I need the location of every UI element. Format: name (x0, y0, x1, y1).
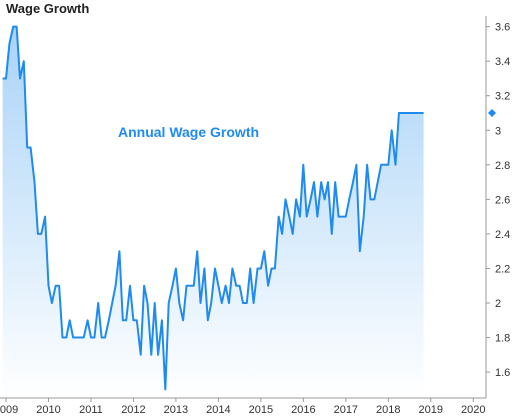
x-tick-label: 2014 (206, 404, 230, 416)
series-annotation: Annual Wage Growth (118, 124, 259, 140)
x-tick-label: 2012 (121, 404, 145, 416)
y-tick-label: 1.8 (495, 333, 510, 345)
series-line (2, 25, 424, 391)
latest-value-marker (488, 109, 496, 117)
x-tick-label: 2017 (334, 404, 358, 416)
y-tick-label: 1.6 (495, 367, 510, 379)
y-tick-label: 2.8 (495, 160, 510, 172)
y-tick-label: 3.4 (495, 56, 510, 68)
chart-title: Wage Growth (6, 1, 90, 16)
x-tick-label: 2013 (164, 404, 188, 416)
x-tick-label: 2018 (376, 404, 400, 416)
y-tick-label: 3.6 (495, 22, 510, 34)
y-tick-label: 3 (495, 125, 501, 137)
x-tick-label: 2010 (36, 404, 60, 416)
y-tick-label: 2 (495, 298, 501, 310)
x-tick-label: 2020 (461, 404, 485, 416)
y-tick-label: 2.4 (495, 229, 510, 241)
y-tick-label: 2.6 (495, 194, 510, 206)
y-tick-label: 2.2 (495, 263, 510, 275)
x-tick-label: 2011 (79, 404, 103, 416)
y-tick-label: 3.2 (495, 91, 510, 103)
series-area (2, 26, 424, 398)
x-tick-label: 2015 (249, 404, 273, 416)
x-tick-label: 2019 (419, 404, 443, 416)
x-tick-label: 2009 (0, 404, 18, 416)
x-tick-label: 2016 (291, 404, 315, 416)
